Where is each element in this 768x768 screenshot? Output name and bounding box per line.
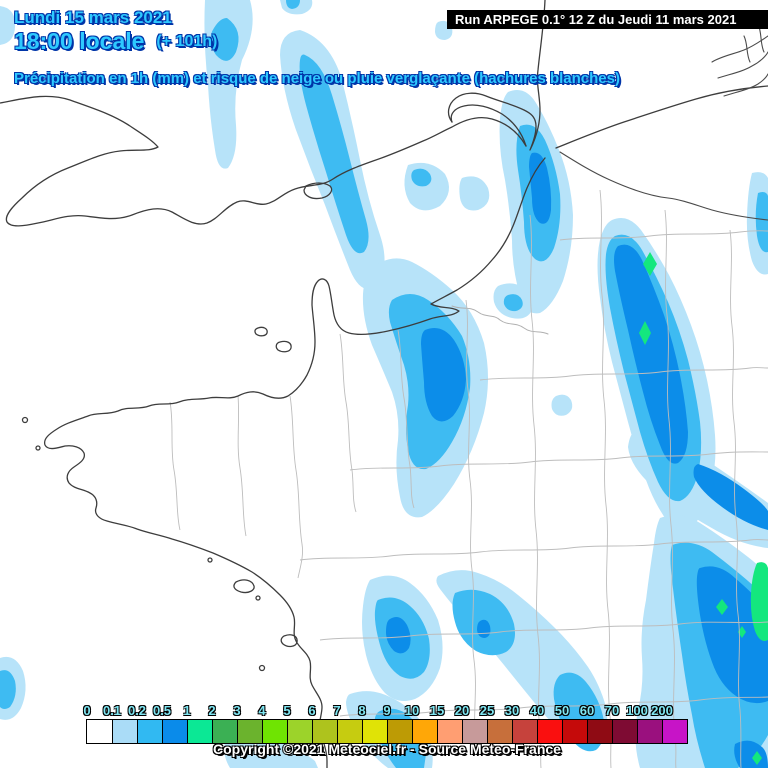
legend-swatch — [162, 720, 187, 743]
legend-swatch — [437, 720, 462, 743]
legend-label: 100 — [626, 703, 648, 718]
legend-bar — [86, 719, 688, 744]
forecast-time: 18:00 locale (+ 101h) — [14, 28, 217, 55]
legend-swatch — [662, 720, 687, 743]
legend-label: 6 — [308, 703, 316, 718]
legend-swatch — [112, 720, 137, 743]
legend-swatch — [137, 720, 162, 743]
legend-swatch — [187, 720, 212, 743]
legend-label: 8 — [358, 703, 366, 718]
forecast-hour-offset: (+ 101h) — [156, 33, 218, 50]
legend-label: 1 — [183, 703, 191, 718]
legend-swatch — [337, 720, 362, 743]
copyright-text: Copyright ©2021 Meteociel.fr - Source Me… — [213, 741, 561, 757]
legend-swatch — [537, 720, 562, 743]
legend-swatch — [212, 720, 237, 743]
forecast-date: Lundi 15 mars 2021 — [14, 8, 172, 27]
legend-swatch — [637, 720, 662, 743]
run-info-box: Run ARPEGE 0.1° 12 Z du Jeudi 11 mars 20… — [447, 10, 768, 29]
legend-labels: 0 0.1 0.2 0.5 1 2 3 4 5 6 7 8 9 10 15 20 25 30 40 50 60 70 100… — [83, 703, 687, 718]
legend-swatch — [412, 720, 437, 743]
legend-label: 4 — [258, 703, 266, 718]
legend-swatch — [487, 720, 512, 743]
legend-label: 10 — [404, 703, 420, 718]
precip-dark-layer — [386, 152, 768, 768]
legend-label: 200 — [651, 703, 673, 718]
legend-swatch — [587, 720, 612, 743]
country-borders — [559, 23, 768, 221]
forecast-time-label: 18:00 locale — [14, 28, 145, 54]
legend-swatch — [237, 720, 262, 743]
legend-label: 5 — [283, 703, 291, 718]
legend-swatch — [287, 720, 312, 743]
legend-swatch — [262, 720, 287, 743]
legend-label: 25 — [479, 703, 495, 718]
legend-label: 0 — [83, 703, 91, 718]
run-info-text: Run ARPEGE 0.1° 12 Z du Jeudi 11 mars 20… — [455, 12, 737, 27]
legend-label: 30 — [504, 703, 520, 718]
legend-label: 0.1 — [102, 703, 122, 718]
legend-label: 15 — [429, 703, 445, 718]
legend-label: 20 — [454, 703, 470, 718]
legend-swatch — [87, 720, 112, 743]
legend-swatch — [612, 720, 637, 743]
legend-label: 70 — [604, 703, 620, 718]
legend-swatch — [362, 720, 387, 743]
department-borders — [169, 189, 768, 768]
legend-swatch — [387, 720, 412, 743]
legend-label: 60 — [579, 703, 595, 718]
legend-swatch — [562, 720, 587, 743]
map-subtitle: Précipitation en 1h (mm) et risque de ne… — [14, 70, 620, 87]
legend-swatch — [512, 720, 537, 743]
legend-swatch — [312, 720, 337, 743]
legend-label: 9 — [383, 703, 391, 718]
precip-green-layer — [639, 252, 768, 765]
river-lines — [451, 305, 549, 335]
legend-label: 0.2 — [127, 703, 147, 718]
legend-label: 0.5 — [152, 703, 172, 718]
legend-label: 3 — [233, 703, 241, 718]
legend-label: 50 — [554, 703, 570, 718]
legend-label: 40 — [529, 703, 545, 718]
legend-label: 2 — [208, 703, 216, 718]
legend-label: 7 — [333, 703, 341, 718]
legend-swatch — [462, 720, 487, 743]
